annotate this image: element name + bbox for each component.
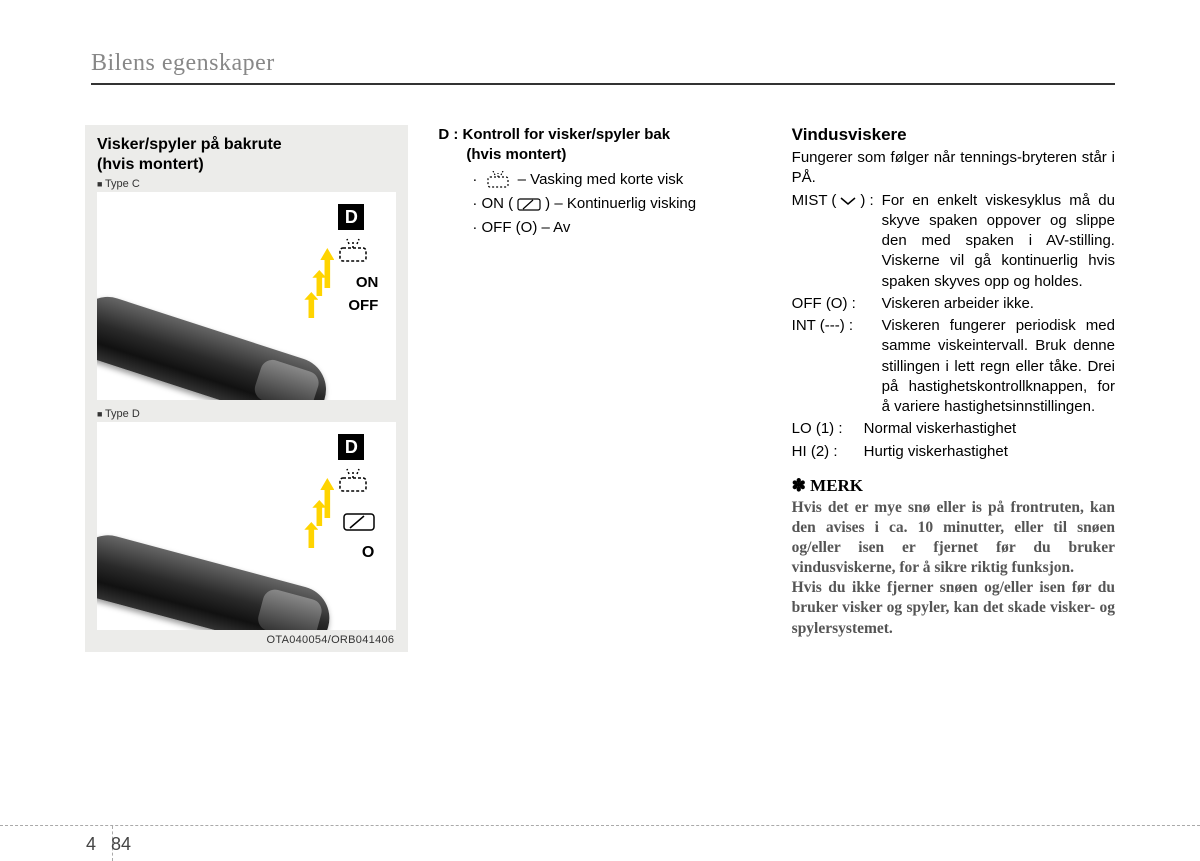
washer-spray-icon xyxy=(332,468,374,494)
page-number: 4 84 xyxy=(86,834,131,855)
arrow-up-icon xyxy=(312,270,326,296)
list-item: ON ( ) – Kontinuerlig visking xyxy=(472,192,761,216)
on-label: ON xyxy=(356,274,379,291)
off-label: OFF xyxy=(348,297,378,314)
figure-title: Visker/spyler på bakrute (hvis montert) xyxy=(97,135,396,175)
def-label: INT (---) : xyxy=(792,316,882,417)
o-label: O xyxy=(362,544,374,562)
wiper-stalk-graphic xyxy=(97,528,337,630)
figure-title-line2: (hvis montert) xyxy=(97,156,204,173)
def-text: Viskeren fungerer periodisk med samme vi… xyxy=(882,316,1115,417)
mist-label-post: ) : xyxy=(860,192,873,209)
def-label: HI (2) : xyxy=(792,442,864,462)
note-heading: ✽ MERK xyxy=(792,476,1115,496)
def-text: Viskeren arbeider ikke. xyxy=(882,294,1115,314)
section-number: 4 xyxy=(86,834,96,854)
note-body: Hvis det er mye snø eller is på frontrut… xyxy=(792,498,1115,639)
right-heading: Vindusviskere xyxy=(792,125,1115,145)
def-text: For en enkelt viskesyklus må du skyve sp… xyxy=(882,191,1115,292)
type-d-label: Type D xyxy=(97,408,396,420)
mid-heading-l2: (hvis montert) xyxy=(438,146,566,163)
def-row-int: INT (---) : Viskeren fungerer periodisk … xyxy=(792,316,1115,417)
d-badge: D xyxy=(338,204,364,230)
column-middle: D : Kontroll for visker/spyler bak (hvis… xyxy=(438,125,761,658)
wipe-icon xyxy=(338,508,380,534)
arrow-up-icon xyxy=(312,500,326,526)
wiper-stalk-graphic xyxy=(97,289,334,400)
column-left: Visker/spyler på bakrute (hvis montert) … xyxy=(85,125,408,658)
note-p1: Hvis det er mye snø eller is på frontrut… xyxy=(792,499,1115,576)
washer-spray-icon xyxy=(332,238,374,264)
def-label: MIST ( ) : xyxy=(792,191,882,292)
footer-divider-h xyxy=(0,825,1200,826)
figure-box: Visker/spyler på bakrute (hvis montert) … xyxy=(85,125,408,652)
mid-heading-l1: D : Kontroll for visker/spyler bak xyxy=(438,126,670,143)
column-right: Vindusviskere Fungerer som følger når te… xyxy=(792,125,1115,658)
arrow-up-icon xyxy=(304,522,318,548)
note-p2: Hvis du ikke fjerner snøen og/eller isen… xyxy=(792,579,1115,636)
washer-spray-icon xyxy=(484,171,512,189)
section-title: Bilens egenskaper xyxy=(91,50,1115,77)
page-header: Bilens egenskaper xyxy=(85,50,1115,85)
def-text: Normal viskerhastighet xyxy=(864,419,1115,439)
diagram-type-d: D O xyxy=(97,422,396,630)
def-row-lo: LO (1) : Normal viskerhastighet xyxy=(792,419,1115,439)
mist-chevron-icon xyxy=(838,195,858,207)
def-row-mist: MIST ( ) : For en enkelt viskesyklus må d… xyxy=(792,191,1115,292)
page-number-value: 84 xyxy=(111,834,131,854)
content-columns: Visker/spyler på bakrute (hvis montert) … xyxy=(85,125,1115,658)
header-divider xyxy=(91,83,1115,85)
diagram-type-c: D ON OFF xyxy=(97,192,396,400)
list-item: OFF (O) – Av xyxy=(472,216,761,240)
mist-label-pre: MIST ( xyxy=(792,192,837,209)
def-label: LO (1) : xyxy=(792,419,864,439)
list-item-text: ON ( xyxy=(482,195,514,212)
def-row-off: OFF (O) : Viskeren arbeider ikke. xyxy=(792,294,1115,314)
type-c-label: Type C xyxy=(97,178,396,190)
d-badge: D xyxy=(338,434,364,460)
right-intro: Fungerer som følger når tennings-brytere… xyxy=(792,148,1115,189)
list-item-text: – Vasking med korte visk xyxy=(518,171,684,188)
def-label: OFF (O) : xyxy=(792,294,882,314)
mid-list: – Vasking med korte visk ON ( ) – Kontin… xyxy=(438,168,761,240)
def-row-hi: HI (2) : Hurtig viskerhastighet xyxy=(792,442,1115,462)
wipe-icon xyxy=(515,196,543,212)
list-item-text: ) – Kontinuerlig visking xyxy=(545,195,696,212)
list-item: – Vasking med korte visk xyxy=(472,168,761,192)
arrow-up-icon xyxy=(304,292,318,318)
figure-code: OTA040054/ORB041406 xyxy=(97,630,396,646)
definition-list: MIST ( ) : For en enkelt viskesyklus må d… xyxy=(792,191,1115,462)
mid-heading: D : Kontroll for visker/spyler bak (hvis… xyxy=(438,125,761,164)
figure-title-line1: Visker/spyler på bakrute xyxy=(97,136,282,153)
def-text: Hurtig viskerhastighet xyxy=(864,442,1115,462)
manual-page: Bilens egenskaper Visker/spyler på bakru… xyxy=(0,0,1200,658)
